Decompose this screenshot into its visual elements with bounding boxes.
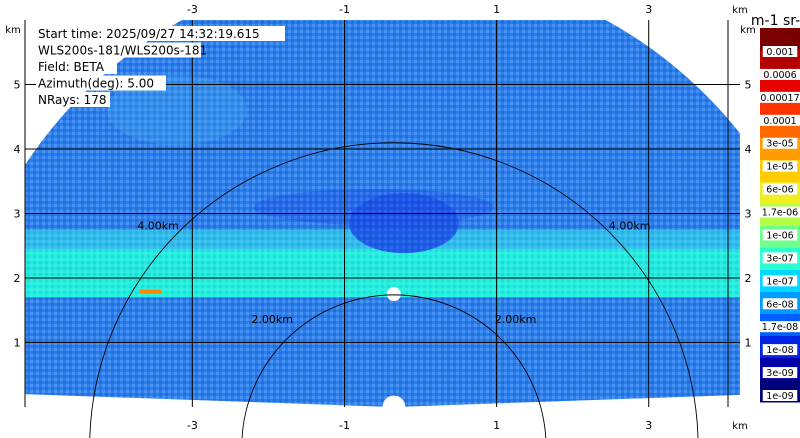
y-tick-label-left: 5 (14, 79, 21, 92)
info-line: WLS200s-181/WLS200s-181 (38, 44, 207, 58)
y-tick-label-left: 4 (14, 143, 21, 156)
info-line: Field: BETA (38, 60, 105, 74)
y-tick-label-right: 4 (745, 143, 752, 156)
x-tick-label-top: 1 (493, 3, 500, 16)
colorbar-label-bg (762, 298, 798, 310)
colorbar-label: 3e-05 (766, 139, 793, 150)
colorbar-label: 1e-07 (766, 276, 793, 287)
colorbar-label-bg (762, 229, 798, 241)
y-unit-label-right: km (740, 25, 756, 36)
colorbar-label: 1e-08 (766, 345, 793, 356)
colorbar-label: 0.00017 (760, 93, 799, 104)
colorbar-label: 0.001 (766, 47, 793, 58)
colorbar-label: 1e-06 (766, 230, 793, 241)
colorbar-label-bg (756, 321, 800, 333)
info-line: Azimuth(deg): 5.00 (38, 77, 154, 91)
colorbar-label-bg (756, 206, 800, 218)
colorbar-label-bg (759, 68, 800, 80)
colorbar-label: 1.7e-08 (762, 322, 798, 333)
colorbar-label-bg (762, 367, 798, 379)
colorbar-label: 6e-06 (766, 185, 793, 196)
colorbar-title: m-1 sr-1 (751, 13, 800, 29)
y-tick-label-left: 2 (14, 272, 21, 285)
y-tick-label-left: 3 (14, 208, 21, 221)
colorbar-label: 0.0001 (763, 116, 796, 127)
colorbar-label: 3e-07 (766, 253, 793, 264)
colorbar-label: 3e-09 (766, 368, 793, 379)
y-tick-label-right: 3 (745, 208, 752, 221)
colorbar-label-bg (762, 46, 798, 57)
hot-patch (139, 289, 162, 294)
near-field-gap (386, 287, 401, 302)
colorbar-label: 0.0006 (763, 70, 796, 81)
y-tick-label-left: 1 (14, 337, 21, 350)
colorbar-label-bg (762, 183, 798, 195)
y-tick-label-right: 2 (745, 272, 752, 285)
x-tick-label-top: -3 (187, 3, 198, 16)
colorbar-label: 1.7e-06 (762, 208, 798, 219)
y-tick-label-right: 1 (745, 337, 752, 350)
range-ring (89, 142, 699, 438)
colorbar-swatch (760, 28, 800, 51)
info-line-bg (36, 42, 201, 58)
range-ring-label: 4.00km (137, 220, 179, 233)
range-rings: 2.00km 2.00km 4.00km 4.00km (89, 142, 699, 438)
colorbar-label-bg (762, 252, 798, 264)
x-tick-label-top: 3 (645, 3, 652, 16)
colorbar-label-bg (756, 91, 800, 103)
colorbar: m-1 sr-1 0.001 0.0006 0.00017 0.0001 3e-05 1e-… (751, 13, 800, 403)
x-unit-label-top: km (732, 5, 748, 16)
colorbar-label-bg (762, 390, 798, 401)
x-tick-label-top: -1 (339, 3, 350, 16)
x-tick-label-bottom: -1 (339, 419, 350, 432)
colorbar-label-bg (759, 114, 800, 126)
range-ring-label: 4.00km (609, 220, 651, 233)
axes-layer: -3 -3 -1 -1 1 1 3 3 1 1 2 2 3 3 4 4 5 5 km km km km (5, 3, 756, 432)
range-ring-label: 2.00km (251, 313, 293, 326)
info-box: Start time: 2025/09/27 14:32:19.615 WLS20… (36, 26, 285, 107)
y-tick-label-right: 5 (745, 79, 752, 92)
x-tick-label-bottom: 3 (645, 419, 652, 432)
x-tick-label-bottom: 1 (493, 419, 500, 432)
colorbar-label: 1e-05 (766, 162, 793, 173)
colorbar-label: 1e-09 (766, 391, 793, 402)
info-line-bg (36, 26, 285, 41)
colorbar-label: 6e-08 (766, 299, 793, 310)
info-line: NRays: 178 (38, 93, 107, 107)
colorbar-label-bg (762, 344, 798, 356)
colorbar-label-bg (762, 160, 798, 172)
grid-layer (25, 20, 740, 407)
info-line-bg (36, 59, 117, 74)
scan-layer (25, 20, 740, 407)
info-line-bg (36, 92, 110, 107)
info-line-bg (36, 75, 166, 91)
x-tick-label-bottom: -3 (187, 419, 198, 432)
range-ring-label: 2.00km (495, 313, 537, 326)
colorbar-label-bg (762, 275, 798, 287)
colorbar-label-bg (762, 137, 798, 149)
y-unit-label-left: km (5, 25, 21, 36)
info-line: Start time: 2025/09/27 14:32:19.615 (38, 27, 260, 41)
x-unit-label-bottom: km (732, 421, 748, 432)
